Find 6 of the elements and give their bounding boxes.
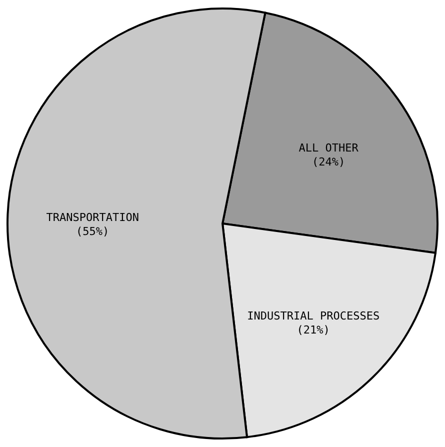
data-label: (21%): [296, 323, 330, 336]
slice-label: TRANSPORTATION: [46, 210, 139, 224]
slice-label: INDUSTRIAL PROCESSES: [247, 309, 380, 322]
slice-label: ALL OTHER: [298, 141, 359, 154]
data-label: (24%): [312, 155, 346, 168]
data-label: (55%): [76, 224, 110, 238]
